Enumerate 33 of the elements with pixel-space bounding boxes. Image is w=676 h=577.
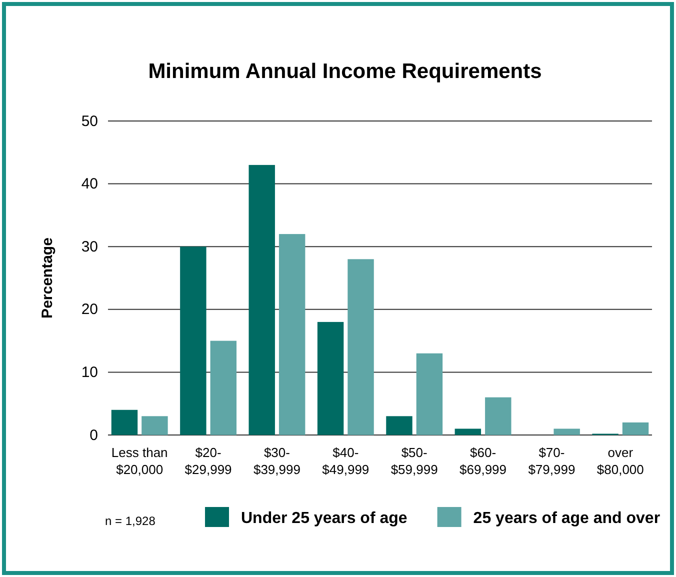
bar — [622, 422, 649, 435]
y-tick-label: 10 — [81, 364, 98, 381]
bar — [278, 234, 306, 435]
bar — [485, 397, 512, 435]
x-tick-label: $30- $39,999 — [253, 445, 300, 477]
bar — [454, 428, 482, 435]
y-tick-label: 20 — [81, 301, 98, 318]
y-tick-label: 50 — [81, 112, 98, 130]
chart-title: Minimum Annual Income Requirements — [148, 60, 542, 83]
x-tick-label: $50- $59,999 — [390, 445, 438, 477]
y-tick-label: 30 — [81, 238, 98, 256]
bar — [180, 246, 206, 435]
y-tick-label: 0 — [90, 426, 98, 444]
x-tick-label: $60- $69,999 — [460, 445, 507, 477]
bar — [386, 416, 412, 435]
x-tick-label: over $80,000 — [596, 445, 644, 477]
bar — [142, 416, 168, 435]
bar — [416, 353, 443, 435]
bar — [111, 410, 138, 435]
bar — [248, 164, 275, 435]
x-tick-label: $40- $49,999 — [322, 445, 370, 477]
bar — [554, 428, 580, 435]
bar — [317, 322, 344, 435]
y-tick-label: 40 — [81, 176, 98, 193]
legend-label: 25 years of age and over — [473, 510, 660, 527]
y-axis-title: Percentage — [39, 238, 56, 318]
x-tick-label: $70- $79,999 — [528, 445, 576, 477]
legend-label: Under 25 years of age — [241, 510, 408, 527]
x-tick-label: Less than $20,000 — [111, 445, 168, 477]
bar — [210, 340, 237, 435]
bar — [348, 259, 374, 435]
text: n = 1,928 — [105, 514, 156, 528]
x-tick-label: $20- $29,999 — [184, 445, 232, 477]
